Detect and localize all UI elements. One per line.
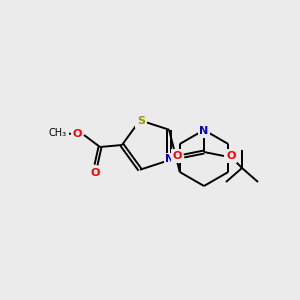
Text: N: N <box>200 126 208 136</box>
Text: O: O <box>172 151 182 161</box>
Text: O: O <box>226 151 236 161</box>
Text: O: O <box>90 168 100 178</box>
Text: N: N <box>165 154 175 164</box>
Text: S: S <box>137 116 145 126</box>
Text: CH₃: CH₃ <box>49 128 67 138</box>
Text: O: O <box>72 129 82 139</box>
